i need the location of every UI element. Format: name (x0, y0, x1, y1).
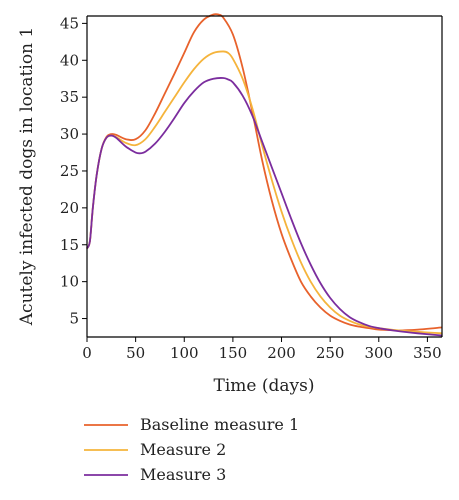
y-tick-label: 35 (60, 88, 79, 106)
y-tick-label: 20 (60, 199, 79, 217)
axes (86, 15, 443, 338)
legend-label-2: Measure 2 (140, 440, 226, 459)
y-tick-label: 5 (69, 310, 79, 328)
x-tick-label: 200 (267, 344, 296, 362)
legend: Baseline measure 1 Measure 2 Measure 3 (84, 415, 299, 484)
x-tick-label: 350 (413, 344, 442, 362)
x-tick-label: 0 (82, 344, 92, 362)
y-axis-label: Acutely infected dogs in location 1 (17, 27, 37, 326)
x-tick-label: 150 (219, 344, 248, 362)
ticks: 0 50 100 150 200 250 300 350 5 10 15 20 25 30 35 40 45 (60, 14, 442, 362)
y-tick-label: 40 (60, 51, 79, 69)
x-tick-label: 100 (170, 344, 199, 362)
y-tick-label: 15 (60, 236, 79, 254)
x-tick-label: 300 (364, 344, 393, 362)
series-line-2 (86, 50, 443, 335)
y-tick-label: 25 (60, 162, 79, 180)
x-tick-label: 250 (316, 344, 345, 362)
x-axis-label: Time (days) (214, 376, 315, 396)
y-tick-label: 45 (60, 14, 79, 32)
y-tick-label: 10 (60, 273, 79, 291)
legend-label-1: Baseline measure 1 (140, 415, 299, 434)
series-line-1 (86, 13, 443, 332)
y-tick-label: 30 (60, 125, 79, 143)
x-tick-label: 50 (126, 344, 145, 362)
series-layer (86, 13, 443, 337)
legend-label-3: Measure 3 (140, 465, 226, 484)
series-line-3 (86, 77, 443, 337)
